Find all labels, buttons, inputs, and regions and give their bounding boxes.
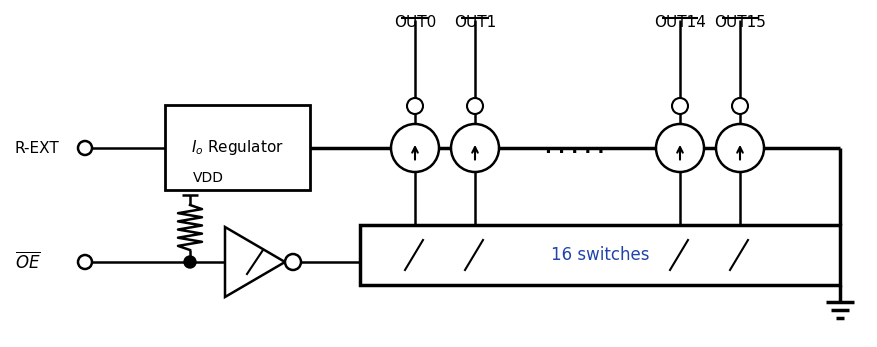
Circle shape — [655, 124, 703, 172]
Circle shape — [407, 98, 423, 114]
Text: OUT15: OUT15 — [713, 15, 765, 30]
Text: VDD: VDD — [193, 171, 224, 185]
Circle shape — [731, 98, 747, 114]
Text: OUT0: OUT0 — [394, 15, 436, 30]
Circle shape — [467, 98, 482, 114]
Circle shape — [78, 255, 92, 269]
Text: . . . . .: . . . . . — [545, 139, 604, 157]
Circle shape — [671, 98, 688, 114]
Text: $I_o$ Regulator: $I_o$ Regulator — [191, 138, 283, 157]
Text: R-EXT: R-EXT — [15, 141, 60, 155]
Circle shape — [285, 254, 301, 270]
Circle shape — [715, 124, 763, 172]
Circle shape — [390, 124, 438, 172]
Bar — [360, 225, 839, 285]
Text: $\overline{OE}$: $\overline{OE}$ — [15, 252, 40, 272]
Text: 16 switches: 16 switches — [550, 246, 648, 264]
Text: OUT1: OUT1 — [453, 15, 496, 30]
Polygon shape — [225, 227, 285, 297]
Circle shape — [78, 141, 92, 155]
Bar — [165, 105, 310, 190]
Circle shape — [184, 256, 196, 268]
Text: OUT14: OUT14 — [653, 15, 705, 30]
Circle shape — [451, 124, 498, 172]
